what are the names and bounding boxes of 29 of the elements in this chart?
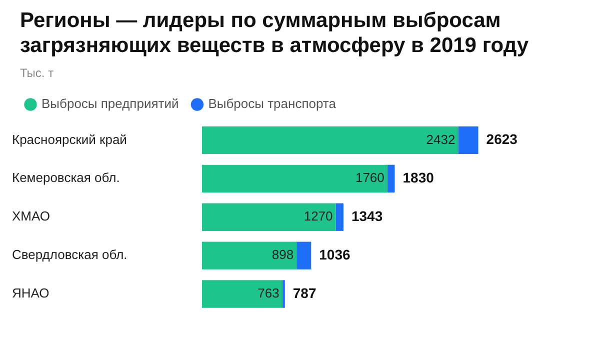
data-label: 2432: [426, 132, 456, 147]
data-label: 898: [272, 247, 294, 262]
bar: [202, 242, 297, 270]
bar: [202, 203, 336, 231]
y-tick-label: Свердловская обл.: [12, 247, 128, 262]
text: Тыс. т: [20, 66, 54, 80]
bar: [202, 280, 282, 308]
y-tick-label: ЯНАО: [12, 286, 50, 301]
total-label: 1343: [351, 208, 383, 224]
bar: [336, 203, 344, 231]
chart-title: Регионы — лидеры по суммарным выбросам загрязняющих веществ в атмосферу в 2019 году: [20, 8, 530, 58]
total-label: 787: [292, 284, 316, 301]
bar: [296, 242, 312, 270]
bar: [202, 164, 388, 192]
total-label: 1830: [402, 170, 434, 186]
legend-label: Выбросы транспорта: [208, 96, 337, 112]
total-label: 1036: [319, 246, 350, 262]
data-label: 763: [258, 286, 280, 301]
data-label: 1270: [304, 208, 333, 224]
y-tick-label: ХМАО: [12, 208, 50, 224]
total-label: 2623: [486, 131, 518, 148]
bar: [387, 164, 395, 192]
data-label: 1760: [355, 170, 384, 186]
bar: [458, 126, 478, 154]
bar: [282, 280, 285, 308]
y-tick-label: Кемеровская обл.: [12, 170, 120, 186]
bar: [202, 126, 458, 154]
y-tick-label: Красноярский край: [12, 132, 127, 147]
legend-label: Выбросы предприятий: [42, 96, 179, 112]
